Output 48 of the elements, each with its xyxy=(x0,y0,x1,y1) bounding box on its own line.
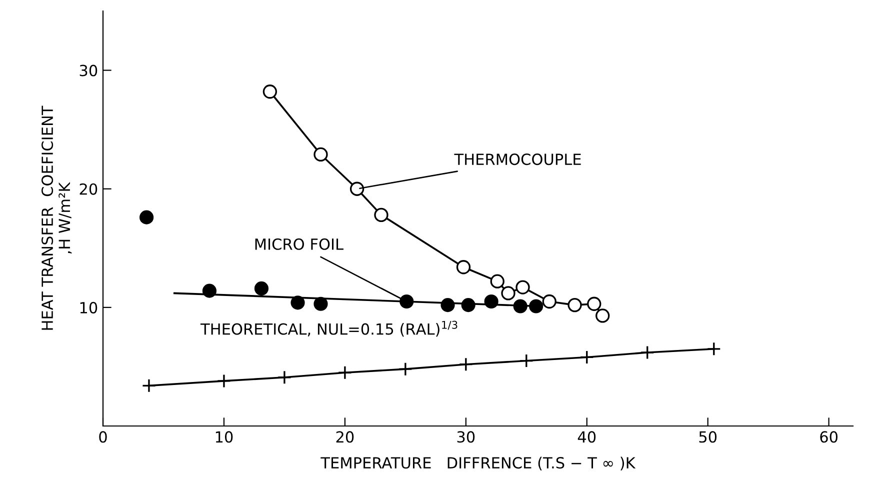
point xyxy=(706,342,721,356)
x-tick-label: 40 xyxy=(578,431,596,443)
x-tick-label: 10 xyxy=(216,431,233,443)
y-tick-label: 30 xyxy=(80,64,98,76)
point xyxy=(314,147,328,162)
point xyxy=(142,378,156,393)
point xyxy=(338,366,352,380)
point xyxy=(374,208,388,222)
point xyxy=(400,294,414,309)
y-tick-label: 20 xyxy=(80,183,98,195)
point xyxy=(202,284,216,298)
point xyxy=(490,274,504,288)
x-tick-label: 0 xyxy=(99,431,107,443)
x-tick-label: 20 xyxy=(336,431,354,443)
point xyxy=(501,286,516,300)
point xyxy=(580,350,594,364)
point xyxy=(277,370,292,384)
point xyxy=(290,296,305,310)
point xyxy=(440,298,455,312)
point xyxy=(314,296,328,311)
x-tick-label: 60 xyxy=(820,431,838,443)
point xyxy=(516,280,530,294)
annotation: THERMOCOUPLE xyxy=(454,154,581,166)
x-tick-label: 30 xyxy=(457,431,475,443)
point xyxy=(350,182,364,196)
point xyxy=(513,299,528,314)
annotation: THEORETICAL, NUL=0.15 (RAL)$^{1/3}$ xyxy=(200,320,458,337)
point xyxy=(456,260,471,274)
y-axis-title: HEAT TRANSFER COEFICIENT ,H W/m²K xyxy=(42,106,72,330)
point xyxy=(519,354,534,368)
point xyxy=(216,374,232,388)
point xyxy=(568,298,582,312)
point xyxy=(262,84,278,99)
point xyxy=(461,298,476,312)
annotation: MICRO FOIL xyxy=(255,238,344,250)
point xyxy=(596,308,610,323)
point xyxy=(254,281,269,296)
point xyxy=(484,294,498,309)
point xyxy=(398,362,413,376)
point xyxy=(529,299,544,314)
point xyxy=(542,294,556,309)
y-tick-label: 10 xyxy=(80,302,98,314)
point xyxy=(640,345,654,360)
point xyxy=(587,296,602,311)
point xyxy=(458,357,473,372)
x-tick-label: 50 xyxy=(699,431,717,443)
point xyxy=(140,210,154,224)
x-axis-title: TEMPERATURE DIFFRENCE (T.S − T ∞ )K xyxy=(320,456,636,470)
